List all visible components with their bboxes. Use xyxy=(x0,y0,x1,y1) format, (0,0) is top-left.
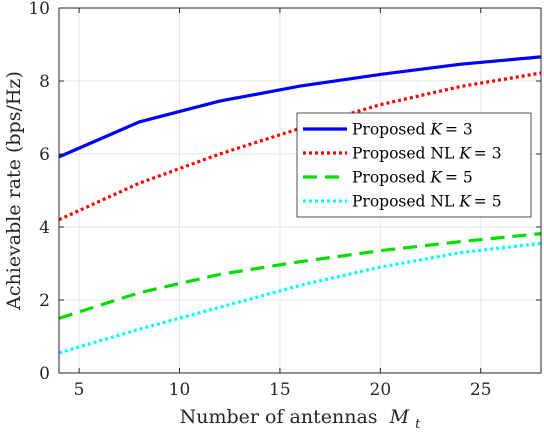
x-tick-label: 10 xyxy=(169,380,191,400)
tick-labels: 5 10 15 20 25 0 2 4 6 8 10 xyxy=(28,0,541,400)
legend-label-2: Proposed NL K = 3 xyxy=(352,145,502,163)
series-line-1 xyxy=(58,55,542,159)
legend-series-name: Proposed NL xyxy=(352,145,459,163)
x-tick-label: 15 xyxy=(269,380,291,400)
y-tick-label: 4 xyxy=(39,218,50,238)
legend-series-var: K xyxy=(458,193,472,211)
y-tick-label: 6 xyxy=(39,145,50,165)
y-tick-label: 2 xyxy=(39,291,50,311)
legend-label-3: Proposed K = 5 xyxy=(352,169,473,187)
x-tick-label: 5 xyxy=(74,380,85,400)
legend-series-value: = 3 xyxy=(445,121,473,139)
y-axis-label: Achievable rate (bps/Hz) xyxy=(3,71,25,311)
legend-label-4: Proposed NL K = 5 xyxy=(352,193,502,211)
x-axis-label-sub: t xyxy=(415,417,421,432)
y-tick-label: 0 xyxy=(39,364,50,384)
legend-series-value: = 5 xyxy=(445,169,473,187)
legend-series-var: K xyxy=(458,145,472,163)
legend-series-var: K xyxy=(429,121,443,139)
legend-label-1: Proposed K = 3 xyxy=(352,121,473,139)
x-axis-label: Number of antennas M t xyxy=(180,406,421,432)
x-tick-label: 20 xyxy=(370,380,392,400)
legend-series-name: Proposed NL xyxy=(352,193,459,211)
legend-series-var: K xyxy=(429,169,443,187)
y-tick-label: 8 xyxy=(39,72,50,92)
legend-series-name: Proposed xyxy=(352,121,430,139)
legend-series-value: = 5 xyxy=(474,193,502,211)
legend-series-name: Proposed xyxy=(352,169,430,187)
x-axis-label-var: M xyxy=(389,406,410,428)
plot-frame xyxy=(58,7,542,374)
y-tick-label: 10 xyxy=(28,0,50,19)
series-line-3 xyxy=(58,232,542,320)
x-axis-label-text: Number of antennas xyxy=(180,406,378,428)
legend-series-value: = 3 xyxy=(474,145,502,163)
x-tick-label: 25 xyxy=(470,380,492,400)
series-line-4 xyxy=(58,241,542,355)
